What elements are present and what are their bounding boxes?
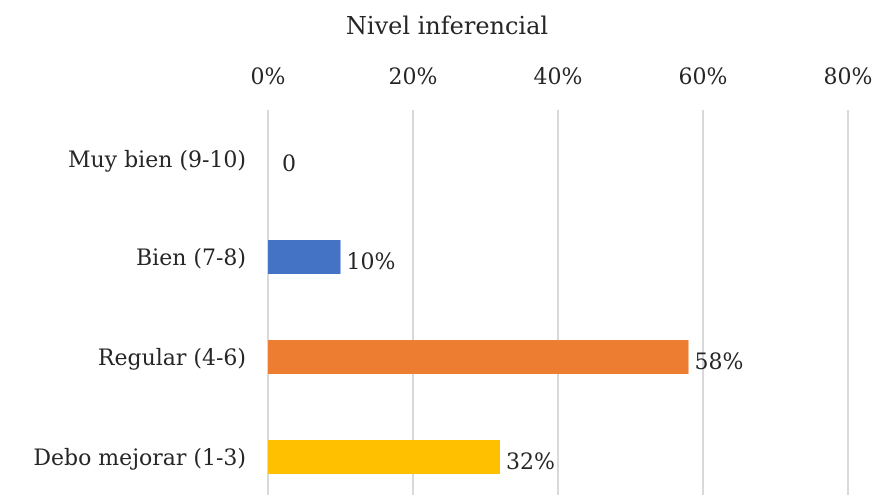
x-axis-ticks: 0% 20% 40% 60% 80% xyxy=(251,65,873,90)
bar xyxy=(268,240,341,274)
x-tick-label: 60% xyxy=(679,65,728,90)
category-label: Muy bien (9-10) xyxy=(68,148,246,173)
chart-title: Nivel inferencial xyxy=(346,12,548,40)
x-tick-label: 80% xyxy=(824,65,873,90)
category-label: Debo mejorar (1-3) xyxy=(33,446,246,471)
category-label: Regular (4-6) xyxy=(98,346,246,371)
gridlines xyxy=(267,110,849,495)
x-tick-label: 20% xyxy=(389,65,438,90)
category-labels: Muy bien (9-10) Bien (7-8) Regular (4-6) De… xyxy=(33,148,246,471)
bar xyxy=(268,440,500,474)
bars xyxy=(268,240,689,474)
bar xyxy=(268,340,689,374)
data-labels: 0 10% 58% 32% xyxy=(282,152,743,475)
category-label: Bien (7-8) xyxy=(136,246,246,271)
data-label: 58% xyxy=(695,350,744,375)
x-tick-label: 0% xyxy=(251,65,286,90)
data-label: 0 xyxy=(282,152,296,177)
x-tick-label: 40% xyxy=(534,65,583,90)
data-label: 10% xyxy=(347,250,396,275)
data-label: 32% xyxy=(506,450,555,475)
